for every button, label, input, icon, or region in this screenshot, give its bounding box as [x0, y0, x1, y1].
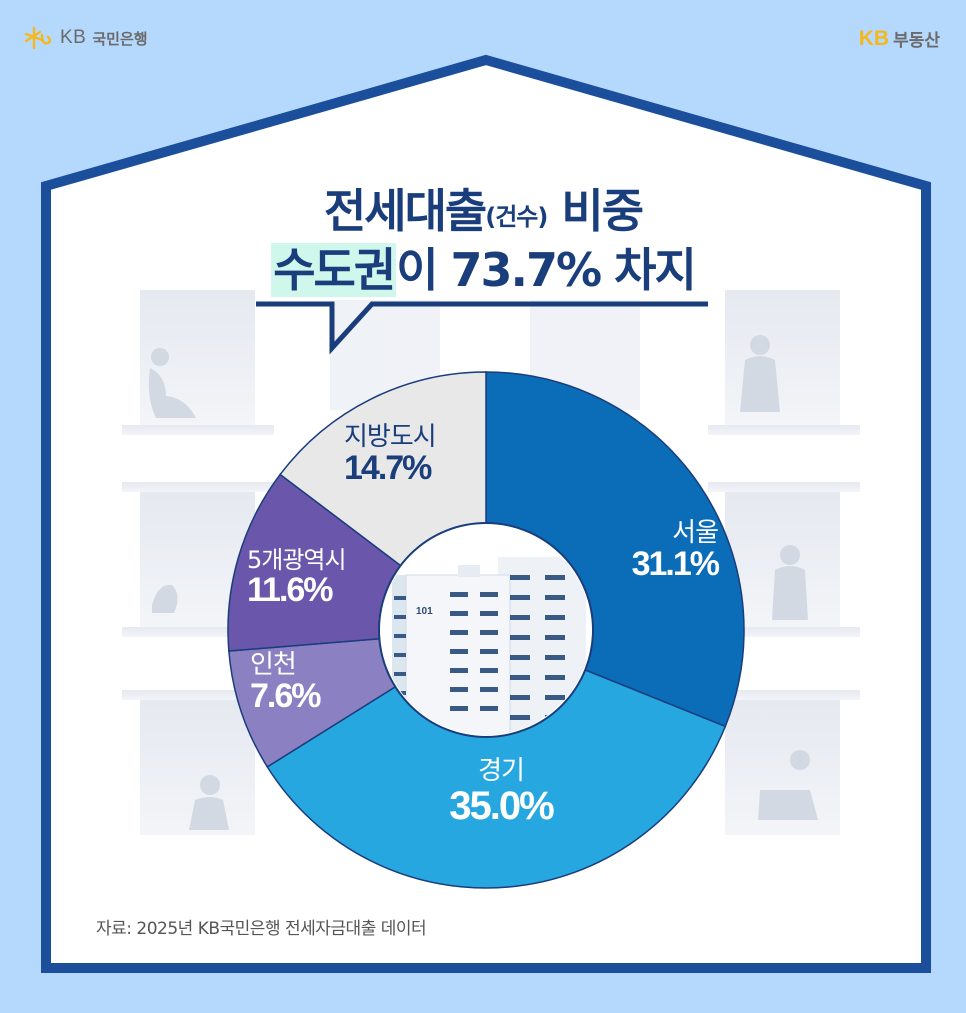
slice-label-regional-cities: 지방도시 14.7% [344, 422, 437, 488]
slice-name: 경기 [478, 756, 525, 786]
donut-chart [227, 371, 745, 889]
title-main: 전세대출 [323, 184, 487, 238]
speech-bubble-line [256, 301, 708, 355]
slice-label-seoul: 서울 31.1% [608, 518, 720, 584]
title-line2-tail: 이 73.7% 차지 [396, 243, 697, 297]
kb-kookmin-bank-logo: KB 국민은행 [24, 26, 148, 50]
source-note: 자료: 2025년 KB국민은행 전세자금대출 데이터 [96, 919, 427, 939]
slice-label-gyeonggi: 경기 35.0% [436, 756, 566, 829]
logo-kb-text: KB [858, 26, 890, 50]
slice-name: 5개광역시 [247, 546, 347, 574]
chart-title-line2: 수도권이 73.7% 차지 [0, 234, 966, 300]
kb-star-icon [24, 26, 52, 50]
chart-title-line1: 전세대출(건수) 비중 [0, 175, 966, 241]
slice-name: 서울 [672, 518, 719, 548]
slice-value: 7.6% [250, 677, 321, 716]
title-highlight: 수도권 [271, 243, 397, 297]
slice-value: 35.0% [449, 784, 554, 829]
slice-label-5-metro-cities: 5개광역시 11.6% [247, 546, 347, 610]
slice-name: 지방도시 [344, 422, 437, 452]
kb-real-estate-logo: KB 부동산 [858, 26, 940, 52]
slice-value: 31.1% [631, 545, 720, 584]
slice-name: 인천 [250, 650, 297, 680]
svg-text:101: 101 [416, 606, 433, 617]
logo-kb-text: KB [60, 27, 87, 48]
slice-label-incheon: 인천 7.6% [250, 650, 321, 716]
logo-real-estate-name: 부동산 [893, 31, 940, 51]
title-tail: 비중 [547, 184, 644, 238]
logo-bank-name: 국민은행 [92, 29, 148, 48]
slice-value: 11.6% [247, 571, 334, 610]
title-paren: (건수) [485, 203, 548, 231]
slice-value: 14.7% [344, 449, 432, 488]
apartment-building-illustration: 101 [378, 522, 594, 738]
